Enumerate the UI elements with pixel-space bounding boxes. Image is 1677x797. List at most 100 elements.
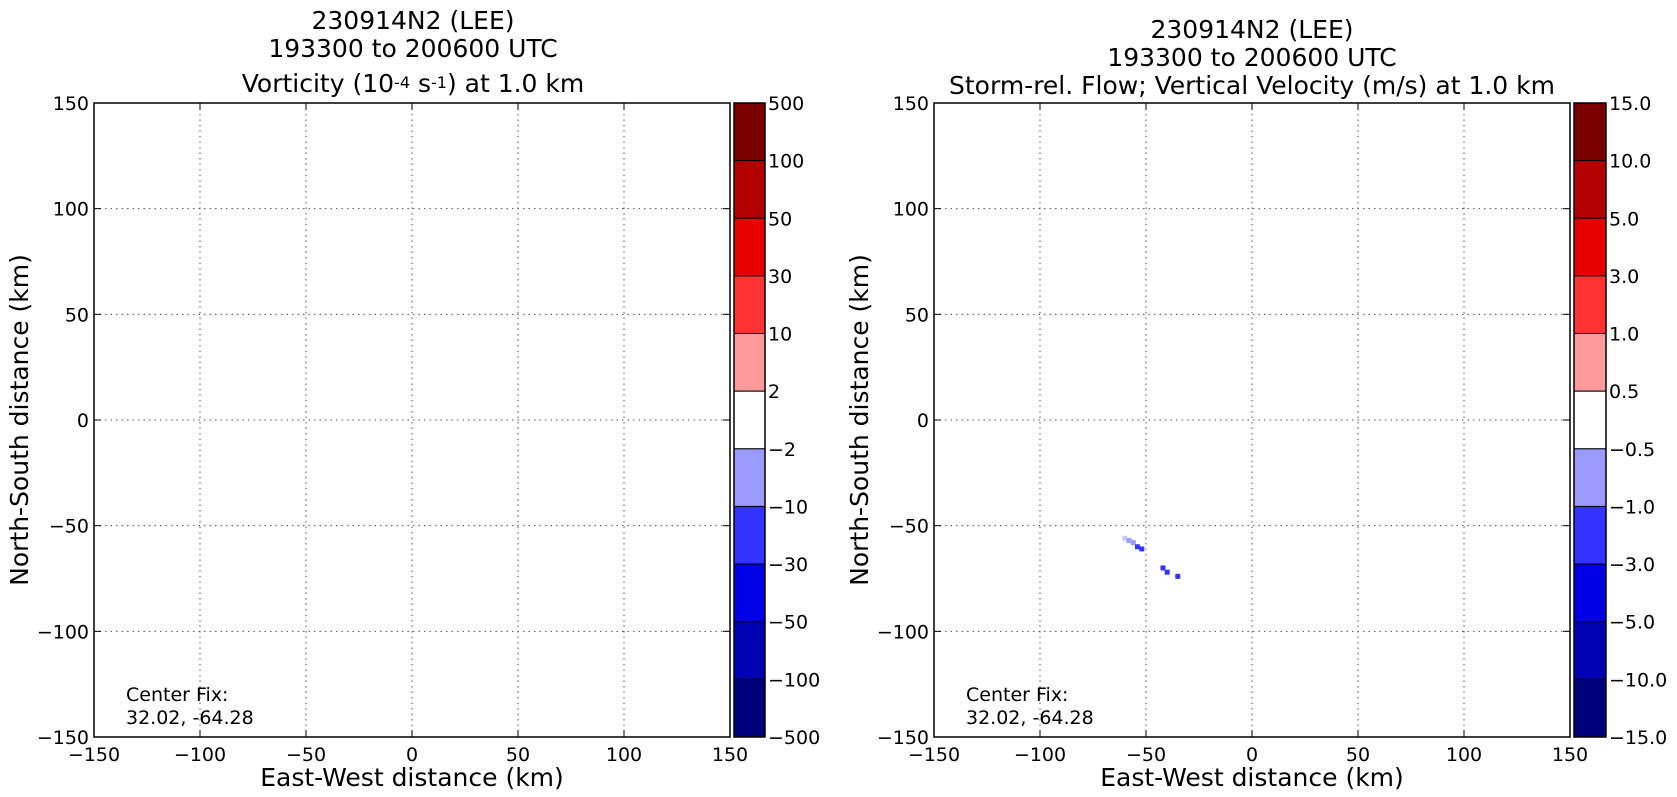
colorbar-segment: [1573, 621, 1607, 680]
x-tick-label: 100: [1446, 744, 1482, 766]
panel-2-ticks: [933, 102, 1571, 738]
panel-1-y-tick-labels: −150 −100 −50 0 50 100 150: [37, 93, 89, 749]
colorbar-segment: [733, 505, 766, 565]
panel-1-title-unit-exponent: -1: [430, 73, 447, 92]
colorbar-segment: [733, 448, 766, 507]
panel-1-title-exponent: -4: [394, 73, 410, 92]
y-tick-label: 100: [53, 199, 89, 221]
colorbar-segment: [1573, 563, 1607, 623]
colorbar-tick-label: −1.0: [1609, 496, 1655, 518]
panel-1-y-axis-label: North-South distance (km): [5, 254, 34, 586]
data-cell: [1175, 573, 1181, 579]
y-tick-label: −50: [889, 516, 929, 538]
y-tick-label: 0: [917, 410, 929, 432]
colorbar-tick-label: 1.0: [1609, 324, 1639, 346]
x-tick-label: 150: [712, 744, 748, 766]
y-tick-label: 50: [65, 304, 89, 326]
colorbar-tick-label: −0.5: [1609, 439, 1655, 461]
data-cell: [1126, 537, 1132, 543]
panel-1-title-line2: 193300 to 200600 UTC: [268, 34, 558, 63]
data-cell: [1164, 569, 1170, 575]
x-tick-label: 100: [606, 744, 642, 766]
panel-2-x-tick-labels: −150 −100 −50 0 50 100 150: [908, 744, 1588, 766]
x-tick-label: −50: [1126, 744, 1166, 766]
colorbar-segment: [733, 678, 766, 738]
x-tick-label: −100: [1014, 744, 1066, 766]
x-tick-label: −100: [174, 744, 226, 766]
x-tick-label: 150: [1552, 744, 1588, 766]
colorbar-segment: [733, 563, 766, 623]
colorbar-tick-label: −2: [768, 439, 796, 461]
colorbar-segment: [1573, 505, 1607, 565]
x-tick-label: 50: [1346, 744, 1370, 766]
panel-1-plot-frame: [93, 102, 731, 738]
colorbar-segment: [733, 217, 766, 277]
panel-1-title-unit: s: [410, 69, 431, 98]
x-tick-label: −150: [68, 744, 120, 766]
colorbar-frame: [1573, 102, 1607, 738]
panel-1-title-line1: 230914N2 (LEE): [311, 6, 515, 35]
colorbar-tick-label: −10.0: [1609, 669, 1667, 691]
colorbar-tick-label: −500: [768, 727, 820, 749]
data-cell: [1135, 544, 1141, 550]
panel-1-title-suffix: ) at 1.0 km: [446, 69, 585, 98]
colorbar-tick-label: −3.0: [1609, 554, 1655, 576]
panel-1-title: 230914N2 (LEE) 193300 to 200600 UTC Vort…: [242, 7, 585, 101]
panel-1-title-text: Vorticity (10: [241, 69, 395, 98]
colorbar-segment: [733, 621, 766, 680]
panel-1-center-fix-value: 32.02, -64.28: [126, 707, 254, 729]
panel-2-title-line3: Storm-rel. Flow; Vertical Velocity (m/s)…: [949, 71, 1555, 100]
colorbar-segment: [1573, 102, 1607, 162]
x-tick-label: 0: [406, 744, 418, 766]
y-tick-label: 150: [893, 93, 929, 115]
colorbar-segment: [1573, 333, 1607, 392]
panel-2-gridlines: [934, 103, 1570, 737]
colorbar-tick-label: 500: [768, 93, 804, 115]
y-tick-label: −100: [37, 621, 89, 643]
colorbar-segment: [733, 102, 766, 162]
panel-1-center-fix-label: Center Fix:: [126, 684, 228, 706]
data-cell: [1160, 565, 1166, 571]
panel-2-colorbar: 15.0 10.0 5.0 3.0 1.0 0.5 −0.5 −1.0 −3.0 −5.0 −10.…: [1573, 93, 1667, 749]
panel-2-title-line2: 193300 to 200600 UTC: [1107, 43, 1397, 72]
colorbar-segment: [1573, 448, 1607, 507]
x-tick-label: −150: [908, 744, 960, 766]
panel-1-title-line3: Vorticity (10-4 s-1) at 1.0 km: [242, 70, 585, 101]
colorbar-tick-label: 3.0: [1609, 266, 1639, 288]
colorbar-tick-label: −15.0: [1609, 727, 1667, 749]
x-tick-label: 0: [1246, 744, 1258, 766]
data-cell: [1122, 535, 1128, 541]
colorbar-tick-label: 5.0: [1609, 208, 1639, 230]
y-tick-label: −150: [877, 727, 929, 749]
colorbar-tick-label: 15.0: [1609, 93, 1651, 115]
y-tick-label: 50: [905, 304, 929, 326]
colorbar-tick-label: −10: [768, 496, 808, 518]
colorbar-tick-label: 10.0: [1609, 151, 1651, 173]
colorbar-segment: [1573, 390, 1607, 450]
colorbar-tick-label: −30: [768, 554, 808, 576]
colorbar-segment: [733, 275, 766, 335]
panel-2-title-line1: 230914N2 (LEE): [1150, 15, 1354, 44]
y-tick-label: 100: [893, 199, 929, 221]
colorbar-tick-label: −100: [768, 669, 820, 691]
x-tick-label: −50: [286, 744, 326, 766]
y-tick-label: 0: [77, 410, 89, 432]
colorbar-segment: [1573, 217, 1607, 277]
colorbar-tick-label: 0.5: [1609, 381, 1639, 403]
panel-2-y-axis-label: North-South distance (km): [845, 254, 874, 586]
panel-2-data-cells: [1122, 535, 1181, 579]
colorbar-tick-label: 10: [768, 324, 792, 346]
panel-1-x-axis-label: East-West distance (km): [260, 763, 564, 792]
panel-2-center-fix-label: Center Fix:: [966, 684, 1068, 706]
colorbar-segment: [733, 333, 766, 392]
panel-1-colorbar: 500 100 50 30 10 2 −2 −10 −30 −50 −100 −500: [733, 93, 820, 749]
panel-1-x-tick-labels: −150 −100 −50 0 50 100 150: [68, 744, 748, 766]
colorbar-segment: [733, 160, 766, 219]
data-cell: [1130, 540, 1136, 546]
panel-2-x-axis-label: East-West distance (km): [1100, 763, 1404, 792]
panel-1-gridlines: [94, 103, 730, 737]
x-tick-label: 50: [506, 744, 530, 766]
panel-1-ticks: [93, 102, 731, 738]
